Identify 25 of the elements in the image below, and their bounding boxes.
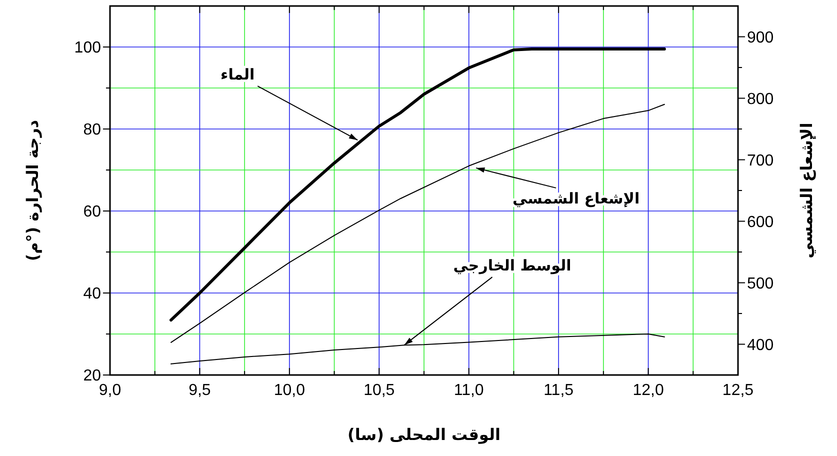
y2-tick-label: 500	[747, 275, 774, 292]
x-tick-label: 10,0	[274, 382, 306, 399]
x-tick-label: 10,5	[364, 382, 395, 399]
line-series	[170, 104, 665, 343]
line-series	[170, 334, 665, 364]
y-tick-label: 60	[83, 204, 102, 221]
y2-tick-label: 900	[747, 29, 774, 46]
x-tick-label: 12,0	[632, 382, 664, 399]
y2-tick-label: 700	[747, 152, 774, 170]
y-tick-label: 80	[83, 122, 102, 139]
y2-tick-label: 400	[747, 336, 774, 354]
x-tick-label: 9,5	[188, 382, 211, 399]
x-tick-label: 11,5	[544, 382, 574, 399]
y-tick-label: 20	[83, 368, 102, 385]
y-tick-label: 100	[74, 40, 102, 57]
y2-tick-label: 600	[747, 214, 774, 231]
x-tick-label: 11,0	[454, 382, 484, 399]
x-tick-label: 9,0	[98, 382, 122, 399]
y-tick-label: 40	[83, 286, 102, 303]
x-tick-label: 12,5	[722, 382, 754, 399]
y2-tick-label: 800	[747, 90, 774, 108]
y2-axis-title: الإشعاع الشمسي	[797, 122, 816, 258]
line-series	[170, 48, 666, 322]
y-axis-title: درجة الحرارة (°م)	[23, 120, 42, 262]
x-axis-title: الوقت المحلى (سا)	[348, 425, 500, 444]
